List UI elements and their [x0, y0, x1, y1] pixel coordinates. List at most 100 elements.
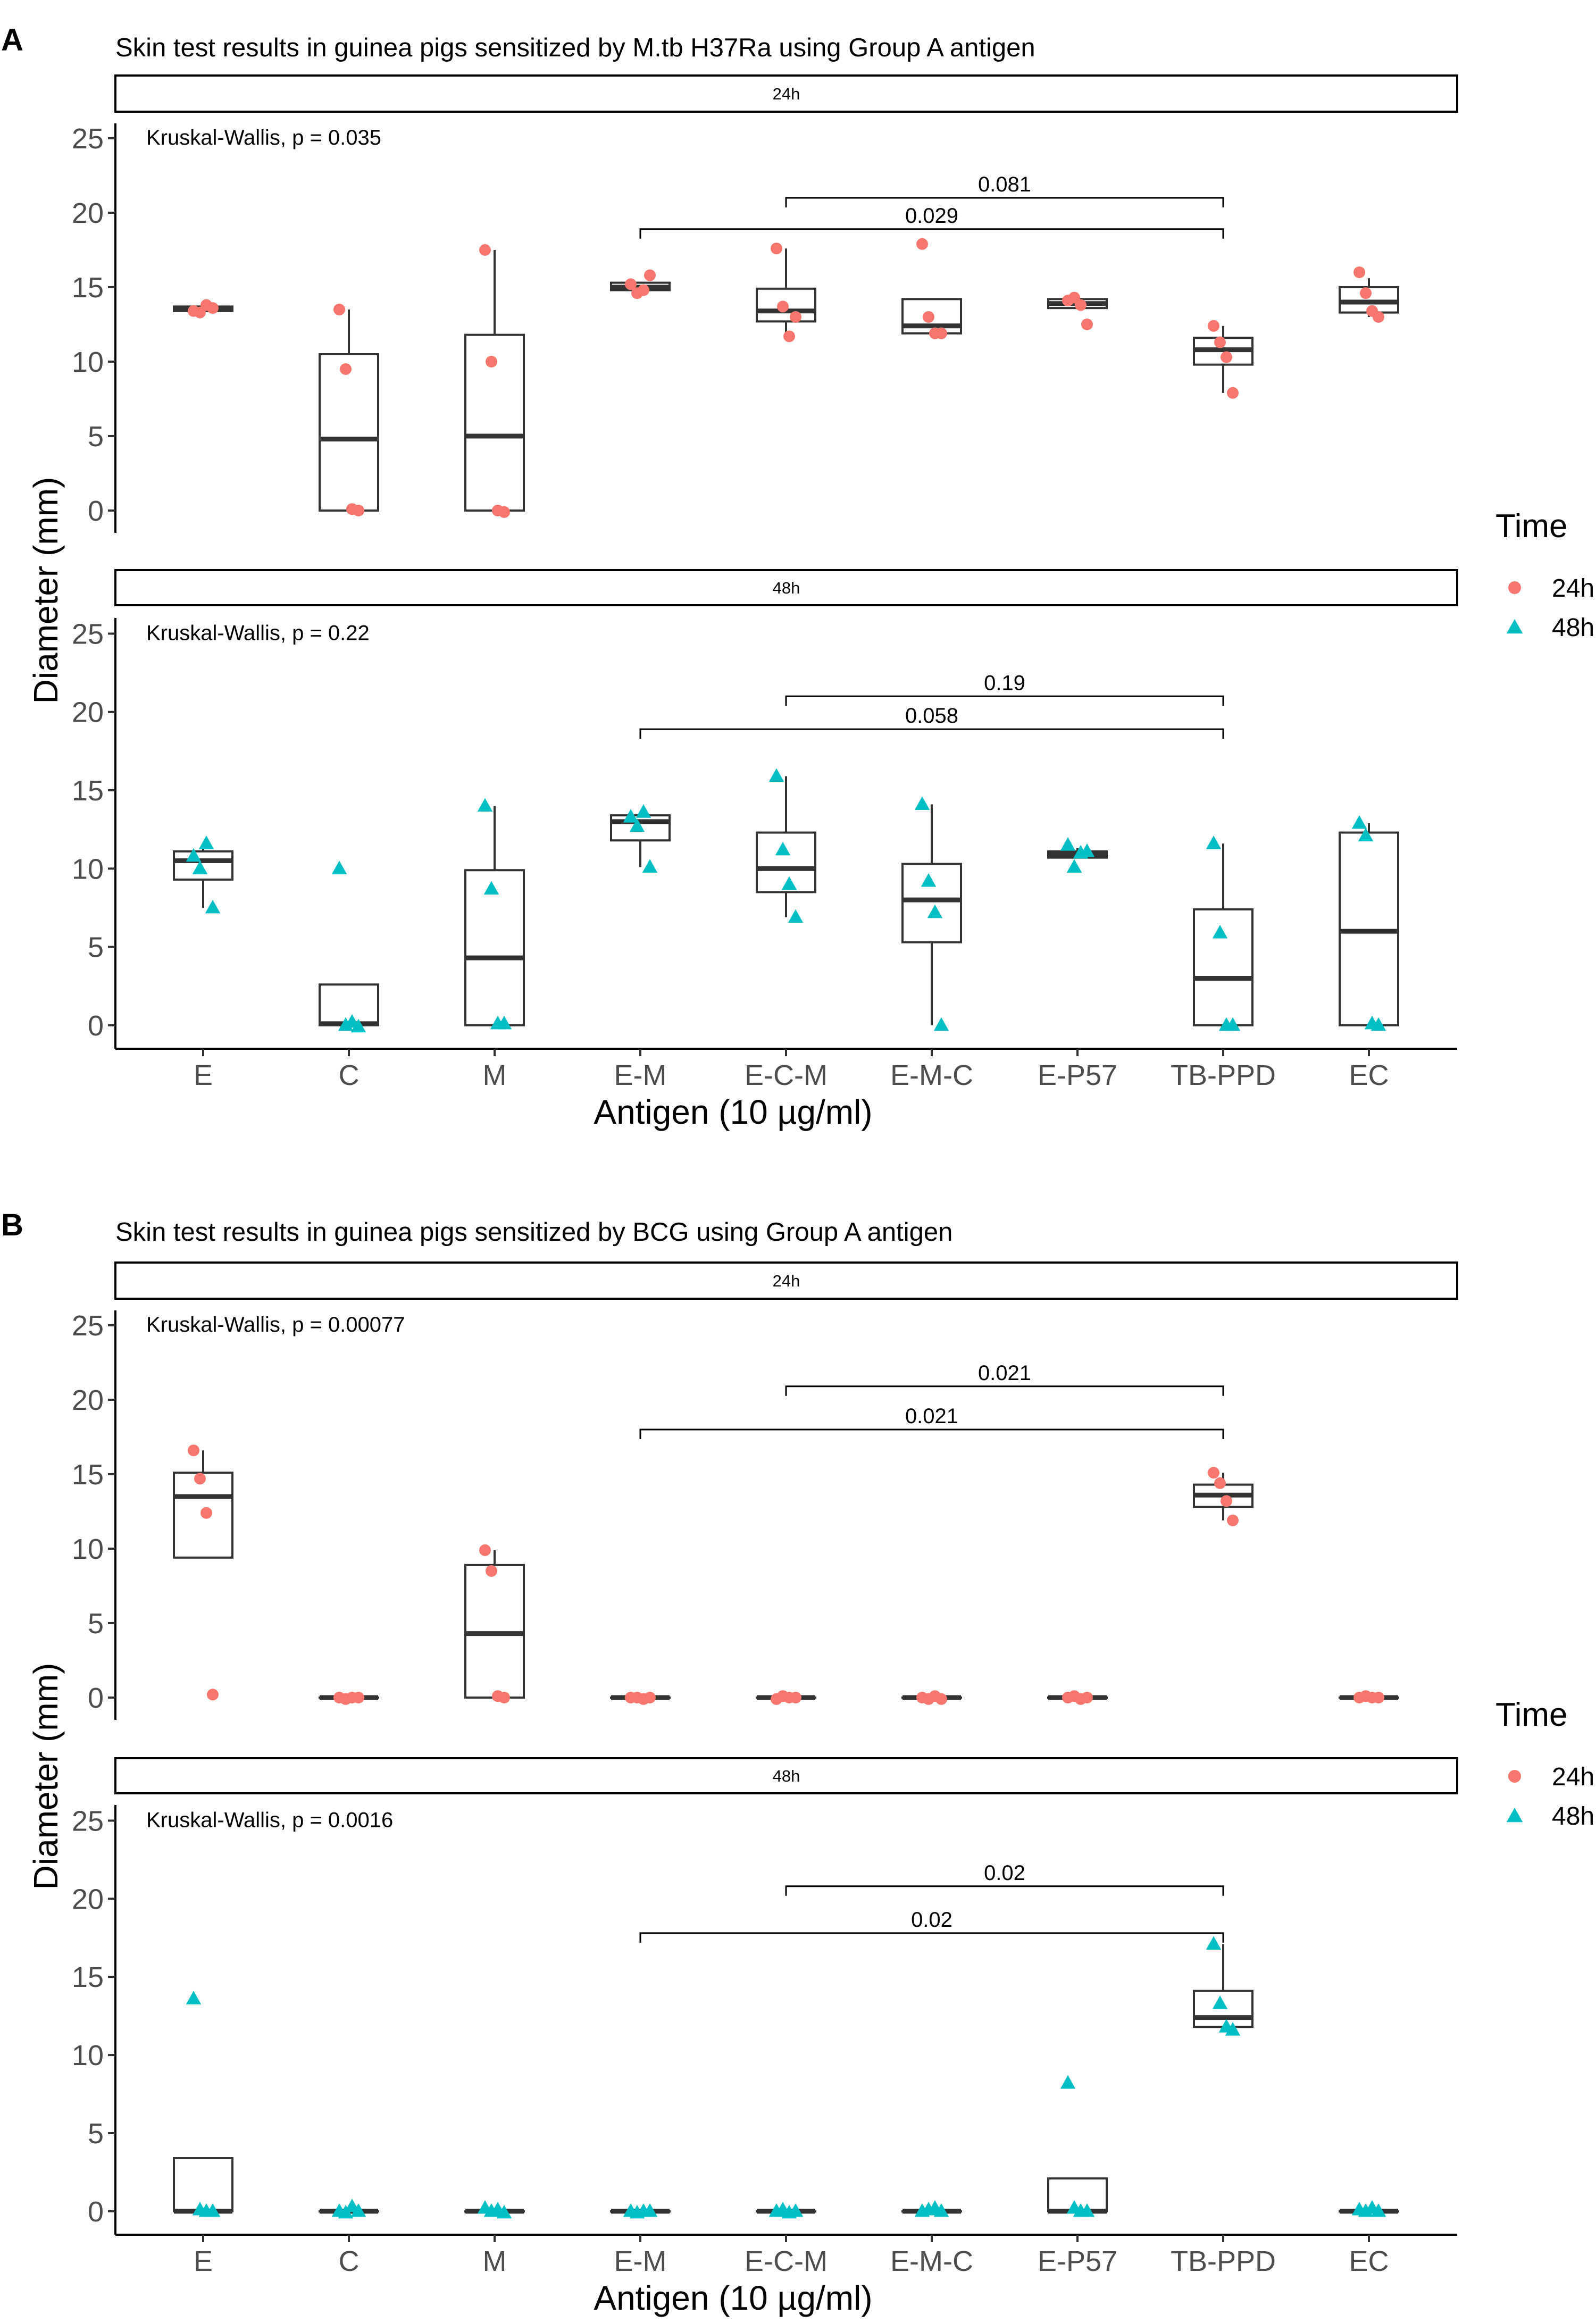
data-point-48h — [1351, 815, 1367, 829]
y-tick-label: 20 — [72, 697, 104, 729]
data-point-48h — [927, 904, 943, 918]
data-point-24h — [771, 243, 782, 255]
legend-label-48h: 48h — [1552, 614, 1594, 642]
data-point-48h — [205, 2203, 221, 2217]
significance-p-value: 0.02 — [984, 1861, 1025, 1885]
legend-key-24h — [1508, 1770, 1521, 1783]
data-point-48h — [933, 1017, 949, 1031]
x-tick-label: E-M — [614, 2245, 667, 2277]
data-point-48h — [1212, 925, 1228, 939]
box — [319, 983, 379, 1026]
facet-strip — [114, 74, 1458, 113]
y-tick-label: 5 — [88, 932, 104, 964]
data-point-48h — [1079, 843, 1095, 857]
box — [1193, 908, 1254, 1026]
data-point-24h — [486, 1565, 497, 1577]
x-tick-label: E — [194, 2245, 213, 2277]
significance-p-value: 0.02 — [911, 1908, 952, 1932]
data-point-48h — [192, 860, 208, 874]
kruskal-wallis-label: Kruskal-Wallis, p = 0.035 — [146, 126, 381, 149]
significance-bracket — [639, 228, 1224, 239]
y-tick-label: 5 — [88, 421, 104, 453]
facet-strip-label: 48h — [773, 579, 800, 597]
x-tick-label: TB-PPD — [1171, 2245, 1276, 2277]
panel-label: A — [1, 23, 23, 57]
x-axis-title: Antigen (10 µg/ml) — [594, 1093, 872, 1131]
data-point-24h — [1208, 320, 1219, 332]
data-point-48h — [205, 899, 221, 914]
x-axis-title: Antigen (10 µg/ml) — [594, 2279, 872, 2317]
data-point-48h — [331, 860, 347, 874]
data-point-48h — [788, 909, 804, 923]
data-point-48h — [1212, 1995, 1228, 2009]
x-tick-label: M — [483, 1059, 507, 1091]
significance-bracket — [639, 1932, 1224, 1943]
facet-strip-label: 24h — [773, 85, 800, 103]
data-point-24h — [1360, 287, 1372, 299]
legend-label-24h: 24h — [1552, 574, 1594, 603]
data-point-48h — [1060, 837, 1076, 851]
significance-bracket — [639, 1428, 1224, 1439]
y-tick-label: 25 — [72, 1805, 104, 1837]
data-point-24h — [498, 1692, 510, 1703]
x-tick-label: EC — [1349, 1059, 1389, 1091]
data-point-24h — [1214, 1477, 1226, 1489]
significance-p-value: 0.19 — [984, 671, 1025, 695]
box — [901, 863, 962, 943]
significance-p-value: 0.081 — [978, 173, 1031, 196]
box — [173, 2157, 233, 2212]
data-point-24h — [498, 506, 510, 518]
data-point-48h — [914, 796, 930, 810]
y-tick-label: 25 — [72, 123, 104, 155]
y-tick-label: 0 — [88, 2196, 104, 2228]
facet-strip-label: 48h — [773, 1767, 800, 1785]
y-tick-label: 0 — [88, 495, 104, 527]
data-point-48h — [477, 798, 493, 812]
data-point-24h — [1081, 1692, 1093, 1703]
significance-bracket — [785, 197, 1224, 207]
data-point-48h — [1371, 1017, 1386, 1031]
y-axis-title: Diameter (mm) — [27, 1663, 65, 1890]
chart-title: Skin test results in guinea pigs sensiti… — [115, 1218, 952, 1247]
facet-strip — [114, 1757, 1458, 1794]
data-point-48h — [496, 1015, 512, 1030]
data-point-48h — [788, 2203, 804, 2217]
x-tick-label: EC — [1349, 2245, 1389, 2277]
data-point-24h — [783, 330, 795, 342]
legend-key-24h — [1508, 581, 1521, 594]
data-point-48h — [768, 768, 784, 782]
data-point-24h — [333, 304, 345, 315]
data-point-48h — [350, 2203, 366, 2217]
data-point-24h — [790, 1692, 801, 1703]
data-point-24h — [625, 278, 637, 290]
data-point-48h — [623, 809, 639, 823]
data-point-24h — [340, 363, 352, 375]
data-point-24h — [479, 1544, 491, 1556]
data-point-48h — [1066, 859, 1082, 873]
kruskal-wallis-label: Kruskal-Wallis, p = 0.22 — [146, 621, 370, 645]
data-point-48h — [781, 876, 797, 890]
y-tick-label: 10 — [72, 346, 104, 378]
y-tick-label: 0 — [88, 1682, 104, 1714]
significance-p-value: 0.021 — [978, 1361, 1031, 1385]
x-tick-label: E-M-C — [890, 1059, 973, 1091]
data-point-24h — [1081, 319, 1093, 330]
facet-strip — [114, 1261, 1458, 1300]
significance-p-value: 0.021 — [905, 1405, 958, 1428]
data-point-48h — [1358, 828, 1374, 841]
data-point-48h — [921, 873, 937, 887]
significance-bracket — [785, 1385, 1224, 1396]
box — [173, 850, 233, 881]
legend-key-48h — [1506, 1808, 1523, 1823]
data-point-48h — [1371, 2203, 1386, 2217]
data-point-48h — [1225, 2022, 1241, 2036]
data-point-24h — [1208, 1467, 1219, 1479]
data-point-24h — [207, 1689, 219, 1701]
significance-bracket — [785, 695, 1224, 706]
data-point-48h — [1079, 2203, 1095, 2217]
legend-key-48h — [1506, 619, 1523, 634]
data-point-24h — [1221, 351, 1232, 363]
y-tick-label: 10 — [72, 2040, 104, 2071]
data-point-24h — [479, 244, 491, 256]
